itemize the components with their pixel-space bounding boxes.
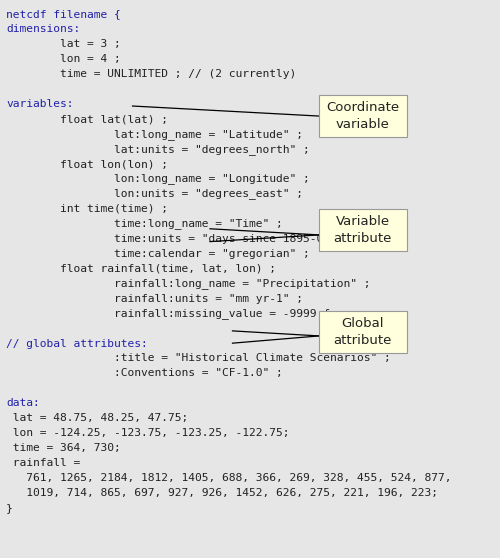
Text: Global
attribute: Global attribute	[334, 317, 392, 347]
Text: float lon(lon) ;: float lon(lon) ;	[6, 159, 168, 169]
Text: :title = "Historical Climate Scenarios" ;: :title = "Historical Climate Scenarios" …	[6, 353, 391, 363]
Text: dimensions:: dimensions:	[6, 25, 80, 35]
Text: time = 364, 730;: time = 364, 730;	[6, 443, 121, 453]
Text: lat:long_name = "Latitude" ;: lat:long_name = "Latitude" ;	[6, 129, 303, 140]
Text: }: }	[6, 503, 13, 513]
Text: Coordinate
variable: Coordinate variable	[326, 101, 400, 131]
Text: variables:: variables:	[6, 99, 73, 109]
Text: 1019, 714, 865, 697, 927, 926, 1452, 626, 275, 221, 196, 223;: 1019, 714, 865, 697, 927, 926, 1452, 626…	[6, 488, 438, 498]
Text: time:long_name = "Time" ;: time:long_name = "Time" ;	[6, 218, 283, 229]
Text: netcdf filename {: netcdf filename {	[6, 9, 121, 20]
FancyBboxPatch shape	[319, 311, 406, 353]
Text: // global attributes:: // global attributes:	[6, 339, 148, 349]
Text: time:units = "days since 1895-01-01" ;: time:units = "days since 1895-01-01" ;	[6, 234, 370, 244]
Text: lat = 48.75, 48.25, 47.75;: lat = 48.75, 48.25, 47.75;	[6, 413, 188, 424]
Text: float rainfall(time, lat, lon) ;: float rainfall(time, lat, lon) ;	[6, 264, 276, 274]
Text: lat = 3 ;: lat = 3 ;	[6, 40, 121, 50]
Text: lon:units = "degrees_east" ;: lon:units = "degrees_east" ;	[6, 189, 303, 199]
Text: time = UNLIMITED ; // (2 currently): time = UNLIMITED ; // (2 currently)	[6, 69, 296, 79]
Text: Variable
attribute: Variable attribute	[334, 215, 392, 245]
Text: rainfall:missing_value = -9999.f ;: rainfall:missing_value = -9999.f ;	[6, 308, 344, 319]
FancyBboxPatch shape	[319, 95, 406, 137]
Text: 761, 1265, 2184, 1812, 1405, 688, 366, 269, 328, 455, 524, 877,: 761, 1265, 2184, 1812, 1405, 688, 366, 2…	[6, 473, 452, 483]
Text: data:: data:	[6, 398, 40, 408]
Text: rainfall:units = "mm yr-1" ;: rainfall:units = "mm yr-1" ;	[6, 294, 303, 304]
Text: rainfall =: rainfall =	[6, 458, 80, 468]
Text: :Conventions = "CF-1.0" ;: :Conventions = "CF-1.0" ;	[6, 368, 283, 378]
Text: rainfall:long_name = "Precipitation" ;: rainfall:long_name = "Precipitation" ;	[6, 278, 370, 289]
FancyBboxPatch shape	[319, 209, 406, 251]
Text: int time(time) ;: int time(time) ;	[6, 204, 168, 214]
Text: lon:long_name = "Longitude" ;: lon:long_name = "Longitude" ;	[6, 174, 310, 185]
Text: lon = -124.25, -123.75, -123.25, -122.75;: lon = -124.25, -123.75, -123.25, -122.75…	[6, 428, 290, 438]
Text: lon = 4 ;: lon = 4 ;	[6, 54, 121, 64]
Text: time:calendar = "gregorian" ;: time:calendar = "gregorian" ;	[6, 249, 310, 259]
Text: float lat(lat) ;: float lat(lat) ;	[6, 114, 168, 124]
Text: lat:units = "degrees_north" ;: lat:units = "degrees_north" ;	[6, 143, 310, 155]
